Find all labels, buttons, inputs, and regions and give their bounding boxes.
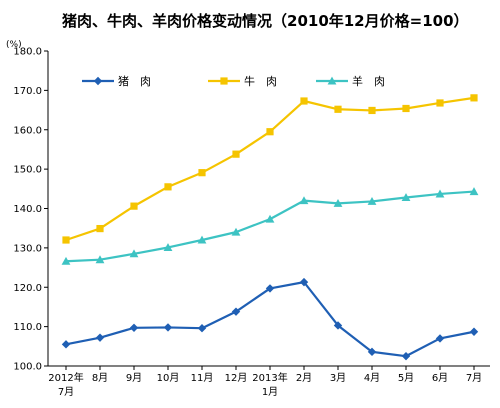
data-point-triangle (367, 197, 377, 205)
legend-item: 羊 肉 (316, 74, 385, 88)
data-point-square (198, 169, 206, 177)
data-point-square (220, 77, 228, 85)
data-point-diamond (435, 334, 445, 343)
x-tick-label: 2013年 (252, 371, 287, 384)
data-point-diamond (299, 277, 309, 287)
data-point-diamond (61, 340, 71, 349)
x-tick-label: 8月 (92, 372, 108, 384)
y-tick-label: 170.0 (13, 86, 42, 97)
data-point-square (402, 104, 410, 113)
y-tick-label: 120.0 (13, 283, 42, 294)
x-tick-label: 11月 (191, 372, 214, 384)
data-point-diamond (367, 347, 377, 357)
x-tick-labels: 2012年 7月 8月 9月 10月 11月 12月 2013年 1月 2月 3月 4月 5月 6月 7月 (48, 371, 482, 398)
y-tick-label: 160.0 (13, 125, 42, 136)
data-point-square (368, 106, 376, 115)
data-point-diamond (469, 327, 479, 336)
y-tick-label: 100.0 (13, 362, 42, 373)
data-point-diamond (129, 323, 139, 333)
x-tick-label: 9月 (126, 372, 142, 384)
x-tick-label: 10月 (157, 372, 180, 384)
series-line (65, 281, 475, 358)
data-point-triangle (95, 255, 105, 264)
series-1 (62, 94, 478, 244)
data-point-diamond (231, 307, 241, 316)
series-group (61, 94, 479, 361)
data-point-square (164, 183, 172, 191)
legend-label: 猪 肉 (118, 75, 151, 88)
data-point-triangle (197, 235, 207, 244)
data-point-triangle (163, 243, 173, 252)
legend-label: 牛 肉 (244, 74, 277, 88)
data-point-square (470, 94, 478, 102)
data-point-triangle (299, 196, 309, 205)
chart-title: 猪肉、牛肉、羊肉价格变动情况（2010年12月价格=100） (62, 12, 469, 30)
x-tick-label: 12月 (225, 372, 248, 384)
data-point-square (96, 224, 104, 233)
x-tick-label: 7月 (466, 372, 482, 384)
x-tick-label: 6月 (432, 372, 448, 384)
data-point-triangle (61, 256, 71, 265)
y-tick-label: 130.0 (13, 243, 42, 254)
legend-item: 牛 肉 (208, 74, 277, 88)
x-tick-label: 3月 (330, 372, 346, 384)
data-point-square (232, 150, 240, 158)
data-point-square (334, 105, 342, 113)
x-tick-label: 5月 (398, 372, 414, 384)
data-point-diamond (333, 321, 343, 330)
legend-item: 猪 肉 (82, 75, 151, 88)
data-point-triangle (333, 198, 343, 207)
data-point-triangle (327, 76, 337, 85)
data-point-triangle (469, 187, 479, 196)
data-point-diamond (401, 351, 411, 361)
legend-label: 羊 肉 (352, 74, 385, 88)
data-point-triangle (231, 227, 241, 236)
x-tick-label: 4月 (364, 372, 380, 384)
data-point-triangle (435, 189, 445, 198)
y-tick-label: 180.0 (13, 47, 42, 58)
axes (44, 50, 490, 370)
series-0 (61, 277, 479, 361)
data-point-diamond (197, 324, 207, 333)
data-point-square (266, 128, 274, 136)
data-point-square (62, 236, 70, 244)
data-point-triangle (129, 249, 139, 258)
data-point-triangle (265, 214, 275, 223)
series-2 (61, 187, 479, 265)
x-tick-label: 2月 (296, 372, 312, 384)
x-tick-label: 7月 (58, 386, 74, 398)
legend: 猪 肉牛 肉羊 肉 (82, 74, 385, 88)
x-tick-label: 2012年 (48, 371, 83, 384)
data-point-triangle (401, 193, 411, 201)
y-tick-labels: 100.0 110.0 120.0 130.0 140.0 150.0 160.0 170.0… (13, 47, 42, 373)
data-point-square (300, 97, 308, 105)
data-point-diamond (163, 323, 173, 332)
y-tick-label: 110.0 (13, 322, 42, 333)
y-tick-label: 150.0 (13, 165, 42, 176)
data-point-diamond (93, 76, 103, 86)
x-tick-label: 1月 (262, 386, 278, 398)
data-point-diamond (265, 284, 275, 293)
data-point-square (436, 99, 444, 107)
data-point-square (130, 202, 138, 210)
y-axis-unit: (%) (6, 40, 22, 50)
series-line (65, 190, 475, 263)
data-point-diamond (95, 333, 105, 342)
y-tick-label: 140.0 (13, 204, 42, 215)
